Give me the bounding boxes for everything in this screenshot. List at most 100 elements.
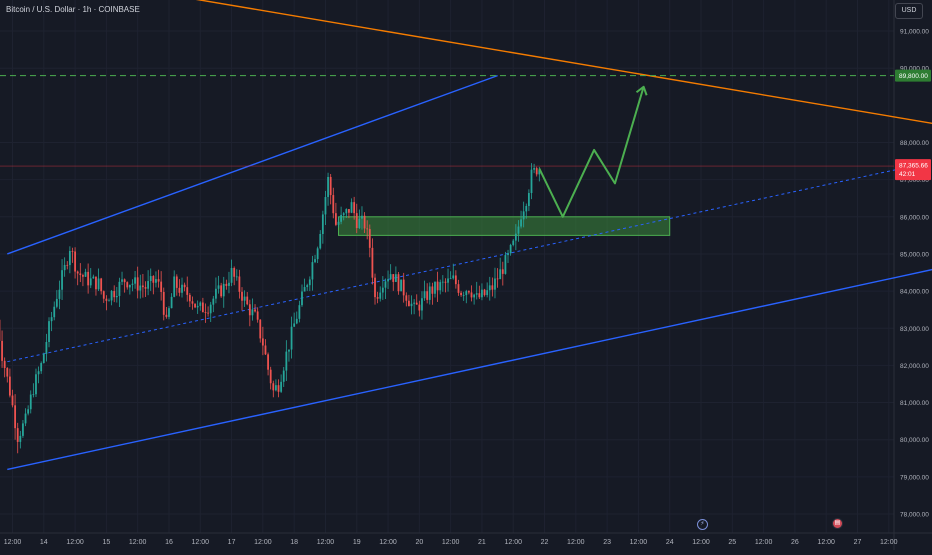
candle-body xyxy=(233,268,235,277)
candle-body xyxy=(374,278,376,297)
candle-body xyxy=(40,363,42,371)
candle-body xyxy=(259,320,261,339)
candle-body xyxy=(301,292,303,306)
bar-countdown-label: 42:01 xyxy=(899,171,916,178)
price-axis-label: 81,000.00 xyxy=(900,400,929,407)
candle-body xyxy=(356,213,358,228)
candle-body xyxy=(14,405,16,428)
lightning-icon[interactable]: ⚡ xyxy=(697,519,708,530)
candle-body xyxy=(327,177,329,197)
time-axis-label: 18 xyxy=(290,539,298,546)
candle-body xyxy=(220,285,222,296)
time-axis-label: 23 xyxy=(603,539,611,546)
candle-body xyxy=(473,295,475,298)
candle-body xyxy=(155,279,157,283)
candle-body xyxy=(27,409,29,413)
time-axis-label: 12:00 xyxy=(692,539,710,546)
price-axis-label: 88,000.00 xyxy=(900,140,929,147)
time-axis-label: 19 xyxy=(353,539,361,546)
candle-body xyxy=(518,227,520,234)
candle-body xyxy=(447,279,449,283)
candle-body xyxy=(1,341,3,361)
candle-body xyxy=(79,273,81,275)
candle-body xyxy=(385,281,387,287)
candle-body xyxy=(510,245,512,253)
candle-body xyxy=(413,303,415,304)
candle-body xyxy=(528,193,530,206)
candle-body xyxy=(319,234,321,248)
time-axis-label: 12:00 xyxy=(442,539,460,546)
candle-body xyxy=(465,291,467,295)
price-axis-label: 79,000.00 xyxy=(900,474,929,481)
candle-body xyxy=(478,293,480,297)
candle-body xyxy=(515,234,517,241)
candle-body xyxy=(439,282,441,290)
candle-body xyxy=(442,282,444,283)
candle-body xyxy=(317,248,319,259)
candle-body xyxy=(411,304,413,306)
candle-body xyxy=(53,307,55,317)
candle-body xyxy=(306,285,308,287)
symbol-title: Bitcoin / U.S. Dollar · 1h · COINBASE xyxy=(6,5,140,14)
candle-body xyxy=(267,354,269,369)
candle-body xyxy=(398,274,400,291)
time-axis-label: 24 xyxy=(666,539,674,546)
candle-body xyxy=(390,274,392,279)
candle-body xyxy=(468,291,470,292)
calendar-event-icon[interactable]: ▤ xyxy=(832,518,843,529)
candle-body xyxy=(116,296,118,297)
candle-body xyxy=(56,299,58,307)
candle-body xyxy=(192,301,194,303)
candle-body xyxy=(330,177,332,195)
candle-body xyxy=(171,297,173,308)
candle-body xyxy=(132,284,134,285)
currency-button[interactable]: USD xyxy=(895,3,923,19)
candle-body xyxy=(186,287,188,295)
candle-body xyxy=(379,293,381,299)
candle-body xyxy=(392,274,394,282)
candle-body xyxy=(361,216,363,219)
time-axis-label: 15 xyxy=(102,539,110,546)
candle-body xyxy=(22,423,24,435)
candle-body xyxy=(272,383,274,390)
time-axis-label: 12:00 xyxy=(567,539,585,546)
candle-body xyxy=(254,309,256,311)
candle-body xyxy=(418,305,420,311)
candle-body xyxy=(332,195,334,213)
time-axis-label: 21 xyxy=(478,539,486,546)
candle-body xyxy=(38,371,40,374)
candle-body xyxy=(231,268,233,283)
candle-body xyxy=(17,428,19,442)
candle-body xyxy=(137,277,139,290)
candle-body xyxy=(309,279,311,285)
candle-body xyxy=(98,279,100,290)
candle-body xyxy=(59,290,61,299)
candle-body xyxy=(4,361,6,368)
candle-body xyxy=(150,276,152,281)
candle-body xyxy=(434,282,436,294)
candle-body xyxy=(181,285,183,293)
candle-body xyxy=(536,168,538,174)
candle-body xyxy=(476,293,478,294)
candle-body xyxy=(66,265,68,266)
candle-body xyxy=(64,265,66,270)
candle-body xyxy=(90,278,92,285)
candle-body xyxy=(403,280,405,296)
candle-body xyxy=(51,317,53,321)
candle-body xyxy=(252,309,254,315)
candle-body xyxy=(43,354,45,363)
candle-body xyxy=(215,289,217,299)
candle-body xyxy=(210,305,212,314)
candle-body xyxy=(244,297,246,301)
candle-body xyxy=(197,306,199,307)
candle-body xyxy=(173,277,175,297)
support-zone xyxy=(339,217,670,236)
candle-body xyxy=(152,276,154,283)
candle-body xyxy=(238,276,240,291)
candle-body xyxy=(426,291,428,300)
candle-body xyxy=(338,222,340,225)
candle-body xyxy=(236,276,238,277)
candle-body xyxy=(194,304,196,308)
